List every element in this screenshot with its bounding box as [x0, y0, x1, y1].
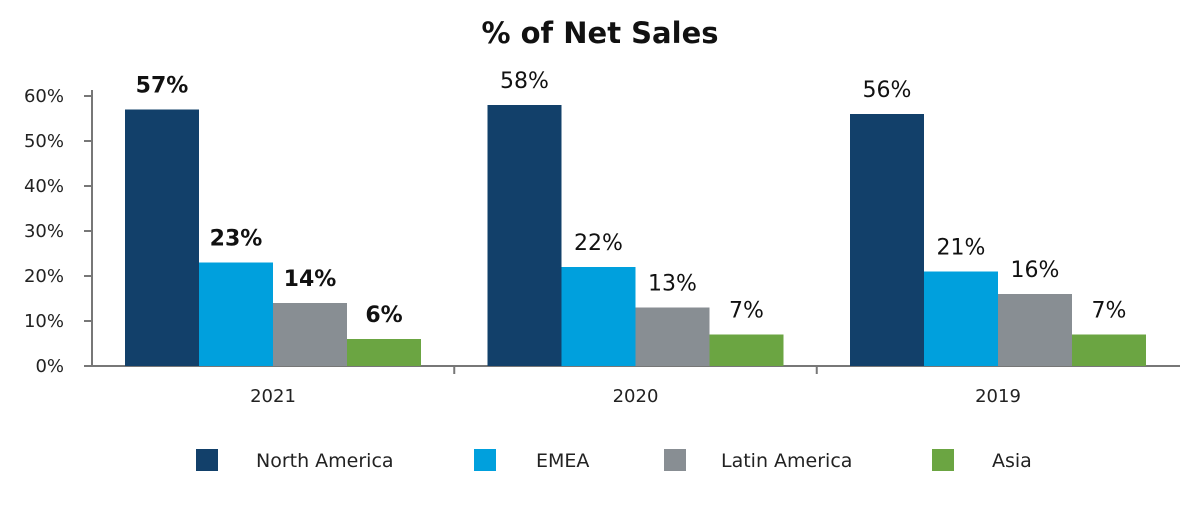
bars	[125, 105, 1146, 366]
data-label: 13%	[648, 272, 697, 297]
legend-label: EMEA	[536, 450, 589, 472]
legend-swatch	[664, 449, 686, 471]
legend-label: Latin America	[721, 450, 852, 472]
y-tick-label: 50%	[24, 131, 64, 152]
bar	[487, 105, 562, 366]
bar	[273, 303, 347, 366]
data-label: 22%	[574, 231, 623, 256]
x-category-label: 2021	[250, 386, 296, 407]
bar	[347, 339, 421, 366]
bar	[561, 267, 636, 366]
legend-label: North America	[256, 450, 394, 472]
data-label: 16%	[1011, 258, 1060, 283]
y-tick-label: 20%	[24, 266, 64, 287]
bar	[199, 262, 273, 366]
data-label: 56%	[863, 78, 912, 103]
legend-swatch	[196, 449, 218, 471]
y-tick-label: 30%	[24, 221, 64, 242]
y-axis: 0% 10% 20% 30% 40% 50% 60%	[24, 86, 93, 377]
bar	[125, 109, 199, 366]
y-tick-label: 0%	[35, 356, 64, 377]
y-tick-label: 10%	[24, 311, 64, 332]
bar	[998, 294, 1072, 366]
data-label: 7%	[729, 299, 764, 324]
data-label: 21%	[937, 236, 986, 261]
legend-swatch	[932, 449, 954, 471]
y-tick-label: 60%	[24, 86, 64, 107]
legend-swatch	[474, 449, 496, 471]
x-category-label: 2020	[613, 386, 659, 407]
bar	[635, 307, 710, 366]
legend: North America EMEA Latin America Asia	[196, 449, 1032, 472]
bar	[709, 334, 784, 366]
data-label: 14%	[284, 267, 337, 292]
data-label: 57%	[136, 74, 189, 99]
legend-label: Asia	[992, 450, 1032, 472]
data-labels: 57% 23% 14% 6% 58% 22% 13% 7% 56% 21% 16% 7%	[136, 69, 1127, 328]
x-category-label: 2019	[975, 386, 1021, 407]
chart-title: % of Net Sales	[481, 16, 718, 50]
data-label: 23%	[210, 227, 263, 252]
data-label: 58%	[500, 69, 549, 94]
x-axis: 2021 2020 2019	[92, 365, 1180, 407]
data-label: 6%	[365, 303, 402, 328]
bar	[1072, 334, 1146, 366]
bar	[924, 271, 998, 366]
data-label: 7%	[1092, 299, 1127, 324]
y-tick-label: 40%	[24, 176, 64, 197]
bar	[850, 114, 924, 366]
